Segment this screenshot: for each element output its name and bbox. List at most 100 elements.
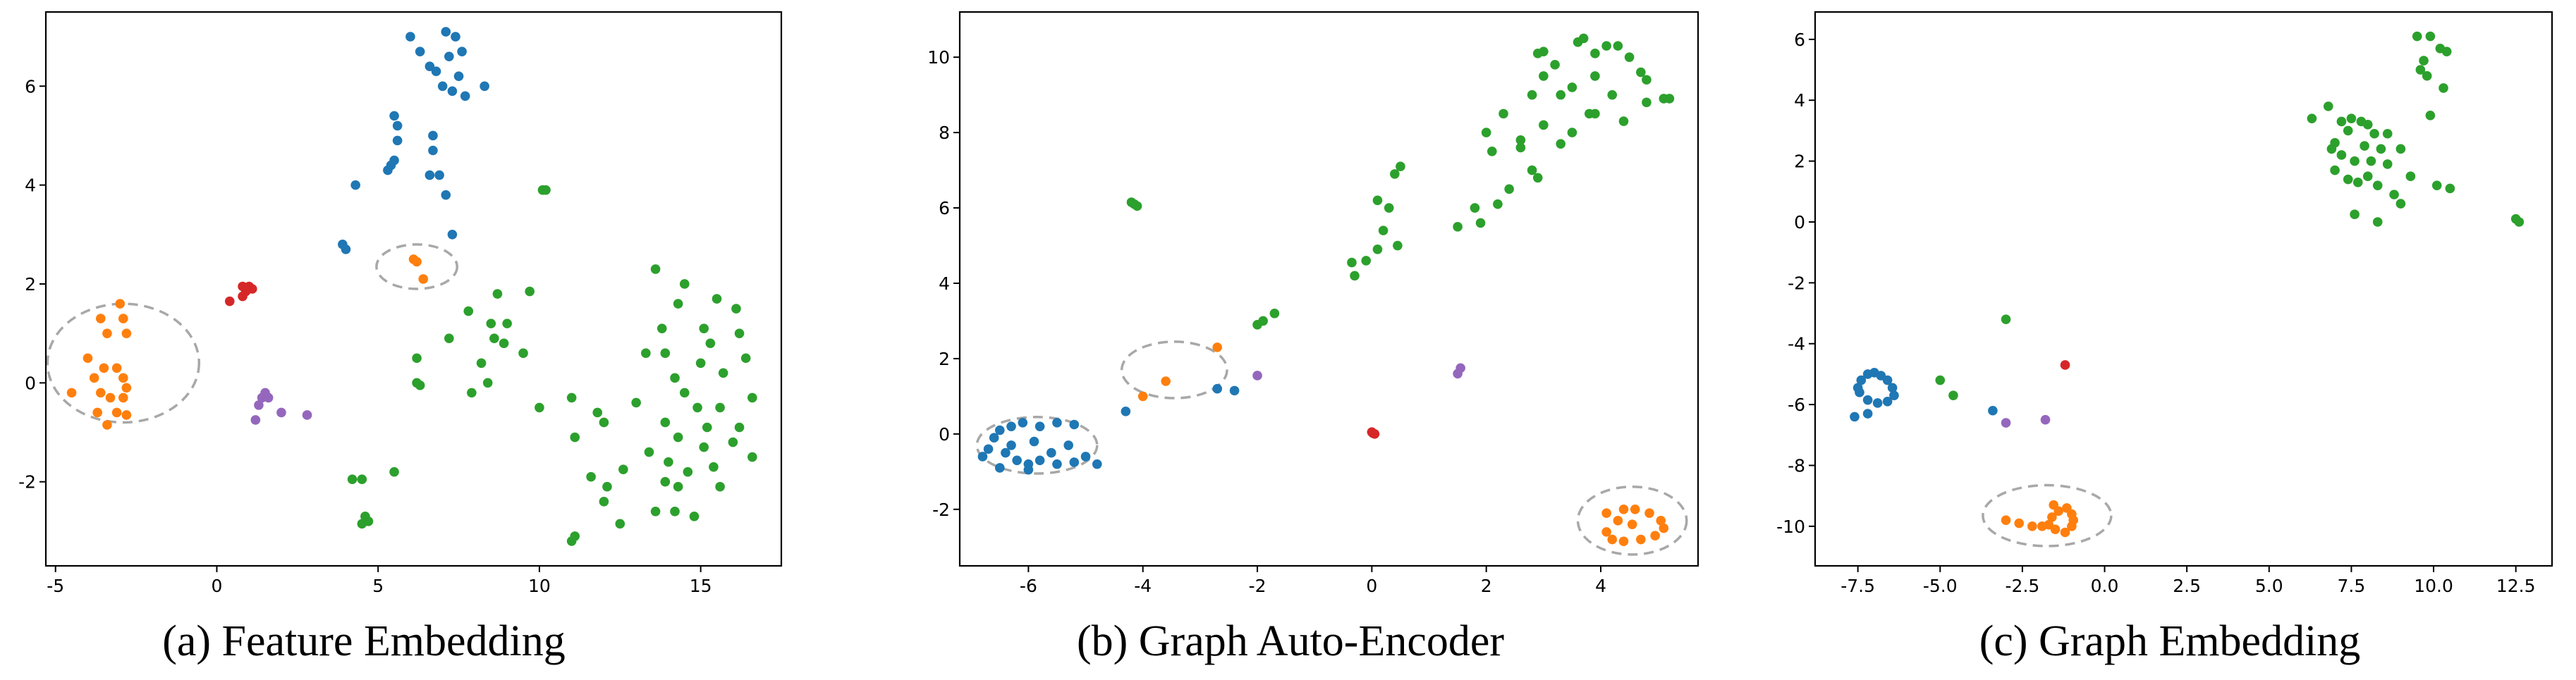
point-green: [660, 417, 671, 428]
point-orange: [95, 314, 106, 323]
point-green: [2405, 171, 2416, 182]
point-orange: [1627, 519, 1637, 529]
point-green: [2425, 111, 2436, 120]
point-green: [1567, 82, 1577, 92]
y-tick-label: 2: [25, 274, 36, 295]
point-green: [679, 388, 690, 398]
point-green: [702, 422, 712, 433]
point-green: [660, 476, 671, 487]
point-blue: [428, 145, 438, 156]
y-tick-label: -6: [1788, 395, 1805, 415]
point-blue: [431, 66, 441, 77]
caption-b: (b) Graph Auto-Encoder: [1077, 617, 1504, 665]
point-blue: [1018, 418, 1028, 428]
point-green: [599, 417, 609, 428]
point-green: [1372, 245, 1383, 254]
point-green: [357, 519, 367, 529]
point-green: [1361, 256, 1372, 266]
point-orange: [115, 299, 126, 309]
point-green: [1515, 142, 1526, 153]
point-green: [747, 392, 757, 403]
point-blue: [1850, 412, 1860, 422]
point-red: [247, 284, 257, 294]
point-blue: [1029, 436, 1039, 447]
point-green: [1601, 41, 1611, 51]
point-blue: [1212, 383, 1223, 394]
highlight-circle: [975, 416, 1099, 475]
x-tick-label: 5: [372, 576, 384, 596]
point-orange: [1636, 534, 1646, 545]
point-green: [1475, 218, 1486, 228]
point-purple: [2040, 414, 2051, 425]
point-green: [1527, 165, 1537, 175]
point-green: [2362, 171, 2373, 182]
point-purple: [263, 392, 274, 403]
point-green: [2382, 128, 2393, 139]
point-green: [2441, 47, 2452, 56]
point-green: [660, 348, 671, 359]
point-blue: [989, 433, 999, 443]
point-blue: [392, 135, 403, 146]
point-blue: [1001, 447, 1011, 458]
point-orange: [2027, 521, 2037, 531]
point-blue: [1069, 457, 1080, 467]
highlight-circle: [46, 302, 201, 424]
point-green: [592, 407, 603, 418]
x-tick-label: -5: [47, 576, 64, 596]
point-blue: [441, 190, 451, 200]
x-tick-label: 2.5: [2173, 576, 2201, 596]
point-blue: [1121, 406, 1131, 416]
point-orange: [118, 373, 128, 383]
point-green: [2369, 128, 2379, 139]
point-purple: [254, 400, 264, 410]
point-green: [518, 348, 528, 359]
x-tick-label: -2.5: [2006, 576, 2040, 596]
point-green: [734, 328, 745, 338]
point-orange: [1659, 523, 1669, 533]
point-orange: [83, 353, 93, 364]
point-purple: [2001, 418, 2011, 428]
point-green: [2395, 144, 2406, 154]
point-green: [1498, 109, 1508, 119]
point-green: [657, 323, 667, 333]
point-purple: [302, 410, 312, 420]
point-green: [1550, 60, 1560, 70]
y-tick-label: 0: [1794, 212, 1805, 233]
point-green: [467, 388, 477, 398]
point-green: [415, 381, 425, 390]
point-green: [2343, 125, 2353, 136]
point-green: [347, 474, 358, 484]
x-tick-label: 2: [1481, 576, 1492, 596]
point-blue: [1988, 405, 1998, 416]
point-green: [2415, 65, 2426, 75]
x-tick-label: -6: [1020, 576, 1037, 596]
point-blue: [1006, 440, 1016, 450]
caption-c: (c) Graph Embedding: [1979, 617, 2361, 665]
point-green: [444, 333, 454, 343]
point-green: [1396, 161, 1405, 172]
point-green: [586, 471, 596, 482]
point-green: [618, 464, 628, 474]
point-blue: [1063, 440, 1074, 450]
point-blue: [1882, 375, 1893, 385]
x-tick-label: 0: [211, 576, 222, 596]
highlight-circle: [375, 243, 459, 290]
point-purple: [250, 415, 261, 425]
point-orange: [1613, 516, 1623, 526]
point-orange: [2047, 512, 2057, 522]
point-orange: [2049, 500, 2059, 510]
point-green: [1350, 271, 1360, 281]
x-tick-label: 15: [690, 576, 712, 596]
point-green: [2323, 101, 2333, 111]
point-blue: [389, 111, 399, 121]
point-green: [1618, 116, 1629, 126]
point-orange: [92, 407, 102, 418]
point-green: [615, 519, 625, 529]
point-orange: [1618, 504, 1629, 514]
point-green: [2350, 156, 2360, 166]
point-green: [2425, 31, 2436, 42]
point-orange: [1656, 516, 1666, 526]
point-green: [2330, 165, 2340, 175]
point-green: [1347, 257, 1357, 268]
x-tick-label: -7.5: [1841, 576, 1875, 596]
